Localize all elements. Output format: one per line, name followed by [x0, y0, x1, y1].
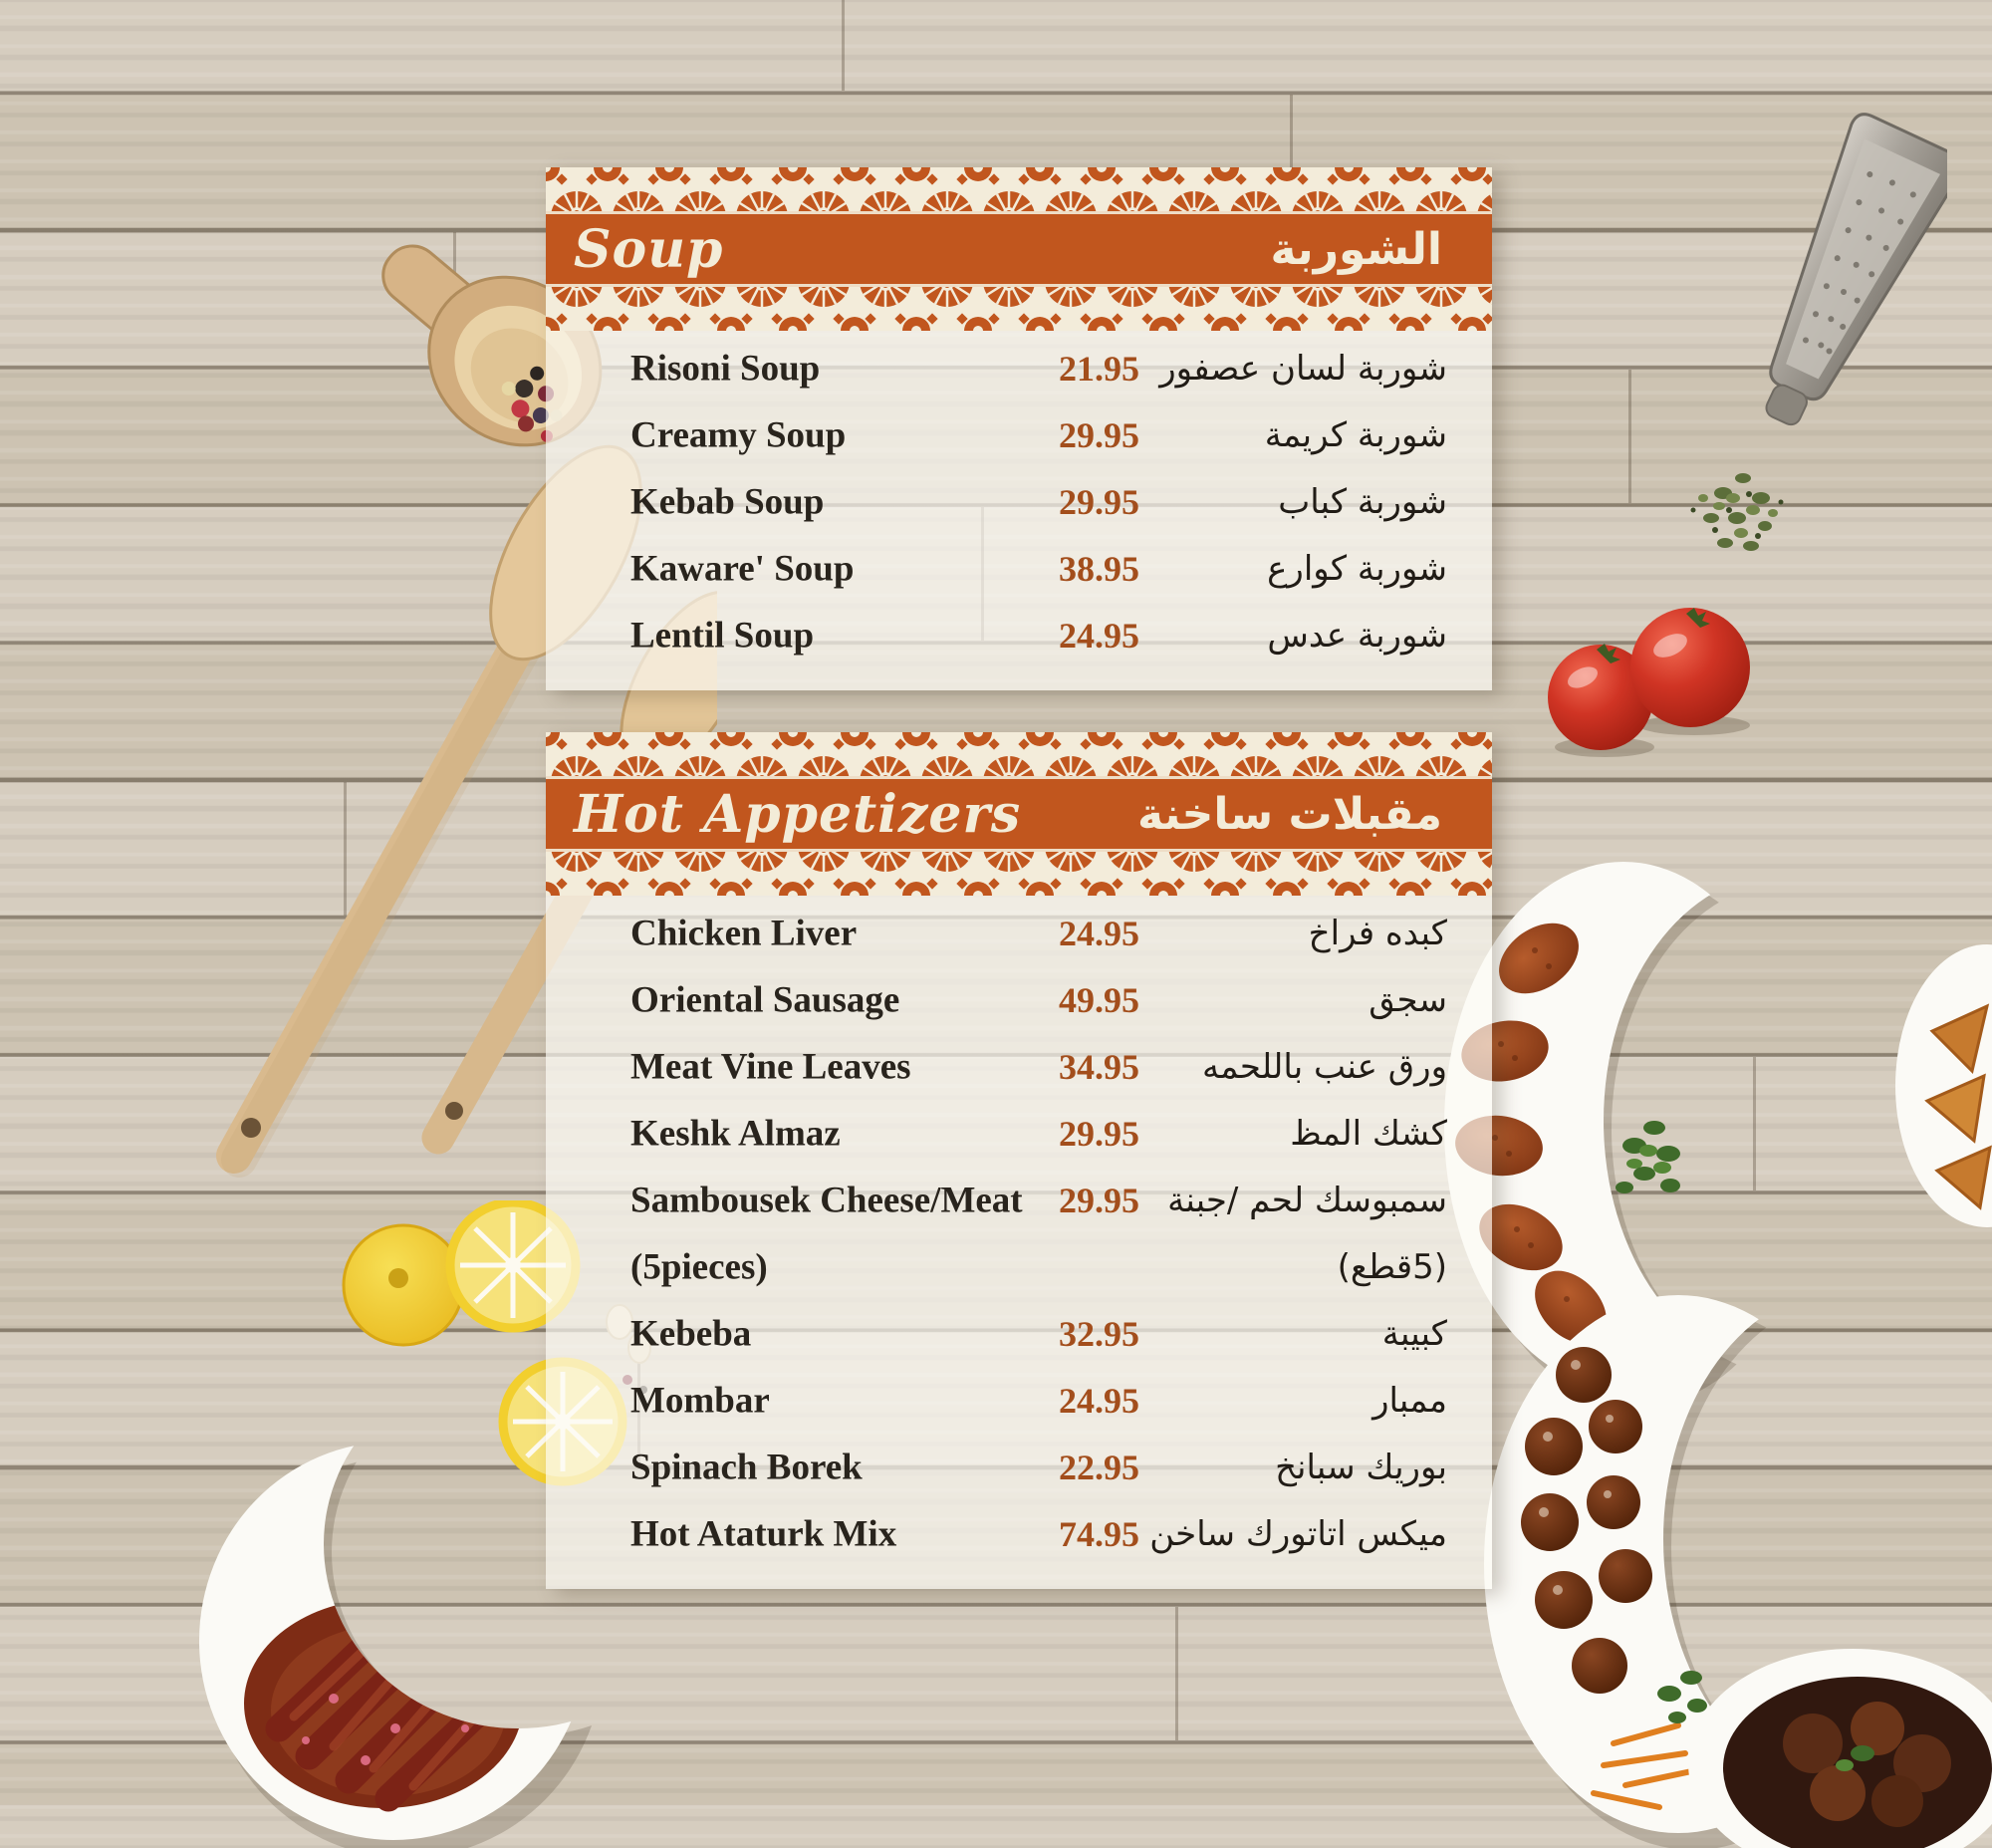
menu-item-row: Hot Ataturk Mix 74.95 ميكس اتاتورك ساخن — [546, 1500, 1492, 1567]
section-banner: Hot Appetizers مقبلات ساخنة — [546, 732, 1492, 896]
item-name-en: Kaware' Soup — [630, 548, 855, 589]
section-items: Risoni Soup 21.95 شوربة لسان عصفور Cream… — [546, 331, 1492, 690]
item-name-ar: كبده فراخ — [1308, 913, 1447, 953]
section-title-ar: الشوربة — [1270, 223, 1443, 275]
item-name-ar: ورق عنب باللحمه — [1201, 1046, 1447, 1087]
plank-seam — [1175, 1607, 1178, 1740]
menu-item-row: Kebab Soup 29.95 شوربة كباب — [546, 468, 1492, 535]
plank-seam — [842, 0, 845, 91]
herb-sprig-photo — [1690, 473, 1784, 551]
menu-item-row: Kebeba 32.95 كبيبة — [546, 1300, 1492, 1367]
lace-border-top-icon — [546, 167, 1492, 211]
metal-grater-photo — [1765, 113, 1947, 426]
item-name-ar: شوربة كوارع — [1267, 548, 1447, 589]
item-price: 74.95 — [1059, 1513, 1139, 1554]
plank-seam — [1290, 95, 1293, 228]
menu-item-row: Spinach Borek 22.95 بوريك سبانخ — [546, 1434, 1492, 1500]
menu-item-row: Creamy Soup 29.95 شوربة كريمة — [546, 401, 1492, 468]
item-name-en: Chicken Liver — [630, 913, 858, 953]
item-price: 29.95 — [1059, 1180, 1139, 1220]
plank-seam — [344, 782, 347, 916]
menu-item-row: Oriental Sausage 49.95 سجق — [546, 966, 1492, 1033]
item-name-en: Kebab Soup — [630, 481, 825, 522]
item-price: 49.95 — [1059, 979, 1139, 1020]
section-title-band: Hot Appetizers مقبلات ساخنة — [546, 776, 1492, 852]
menu-section: Hot Appetizers مقبلات ساخنة Chicken Live… — [546, 732, 1492, 1589]
item-price: 21.95 — [1059, 348, 1139, 389]
item-price: 34.95 — [1059, 1046, 1139, 1087]
menu-item-row: Sambousek Cheese/Meat 29.95 سمبوسك لحم /… — [546, 1167, 1492, 1233]
item-price: 38.95 — [1059, 548, 1139, 589]
item-price: 32.95 — [1059, 1313, 1139, 1354]
item-name-ar: بوريك سبانخ — [1275, 1447, 1447, 1487]
menu-item-row: Lentil Soup 24.95 شوربة عدس — [546, 602, 1492, 668]
menu-item-row: Meat Vine Leaves 34.95 ورق عنب باللحمه — [546, 1033, 1492, 1100]
item-name-en: Meat Vine Leaves — [630, 1046, 911, 1087]
section-items: Chicken Liver 24.95 كبده فراخ Oriental S… — [546, 896, 1492, 1589]
item-price: 24.95 — [1059, 1380, 1139, 1421]
meatball-crescent-plate-photo — [1484, 1295, 1889, 1848]
stew-bowl-photo — [1688, 1649, 1992, 1848]
item-price: 29.95 — [1059, 1113, 1139, 1154]
menu-item-row: Kaware' Soup 38.95 شوربة كوارع — [546, 535, 1492, 602]
menu-item-note-row: (5pieces) (5قطع) — [546, 1233, 1492, 1300]
tomatoes-photo — [1548, 608, 1750, 757]
item-name-en: Risoni Soup — [630, 348, 821, 389]
section-title-ar: مقبلات ساخنة — [1137, 788, 1442, 840]
item-price: 24.95 — [1059, 913, 1139, 953]
section-title-en: Hot Appetizers — [574, 783, 1022, 845]
item-name-ar: شوربة كريمة — [1264, 414, 1447, 455]
lace-border-top-icon — [546, 732, 1492, 776]
item-name-ar: سمبوسك لحم /جبنة — [1167, 1180, 1447, 1220]
plank-seam — [1628, 370, 1631, 503]
item-name-ar: كشك المظ — [1290, 1113, 1447, 1154]
lace-border-bottom-icon — [546, 852, 1492, 896]
menu-item-row: Chicken Liver 24.95 كبده فراخ — [546, 900, 1492, 966]
menu-item-row: Risoni Soup 21.95 شوربة لسان عصفور — [546, 335, 1492, 401]
item-name-en: Spinach Borek — [630, 1447, 863, 1487]
item-name-ar: شوربة عدس — [1267, 615, 1447, 656]
item-name-ar: سجق — [1369, 979, 1447, 1020]
item-note-ar: (5قطع) — [1337, 1246, 1447, 1287]
samosa-plate-photo — [1895, 944, 1992, 1227]
item-price: 24.95 — [1059, 615, 1139, 656]
item-note-en: (5pieces) — [630, 1246, 768, 1287]
lace-border-bottom-icon — [546, 287, 1492, 331]
item-price: 22.95 — [1059, 1447, 1139, 1487]
item-name-ar: شوربة كباب — [1278, 481, 1447, 522]
item-price: 29.95 — [1059, 414, 1139, 455]
item-name-en: Kebeba — [630, 1313, 752, 1354]
item-name-ar: ممبار — [1372, 1380, 1447, 1421]
item-name-ar: كبيبة — [1381, 1313, 1447, 1354]
item-price: 29.95 — [1059, 481, 1139, 522]
section-title-band: Soup الشوربة — [546, 211, 1492, 287]
item-name-en: Mombar — [630, 1380, 770, 1421]
section-banner: Soup الشوربة — [546, 167, 1492, 331]
item-name-en: Creamy Soup — [630, 414, 847, 455]
menu-section: Soup الشوربة Risoni Soup 21.95 شوربة لسا… — [546, 167, 1492, 690]
sausage-crescent-dish-photo — [199, 1442, 603, 1848]
menu-item-row: Mombar 24.95 ممبار — [546, 1367, 1492, 1434]
item-name-en: Lentil Soup — [630, 615, 815, 656]
item-name-en: Hot Ataturk Mix — [630, 1513, 897, 1554]
item-name-ar: ميكس اتاتورك ساخن — [1149, 1513, 1447, 1554]
item-name-en: Sambousek Cheese/Meat — [630, 1180, 1023, 1220]
item-name-en: Keshk Almaz — [630, 1113, 841, 1154]
section-title-en: Soup — [574, 218, 724, 280]
item-name-en: Oriental Sausage — [630, 979, 900, 1020]
item-name-ar: شوربة لسان عصفور — [1159, 348, 1447, 389]
menu-item-row: Keshk Almaz 29.95 كشك المظ — [546, 1100, 1492, 1167]
